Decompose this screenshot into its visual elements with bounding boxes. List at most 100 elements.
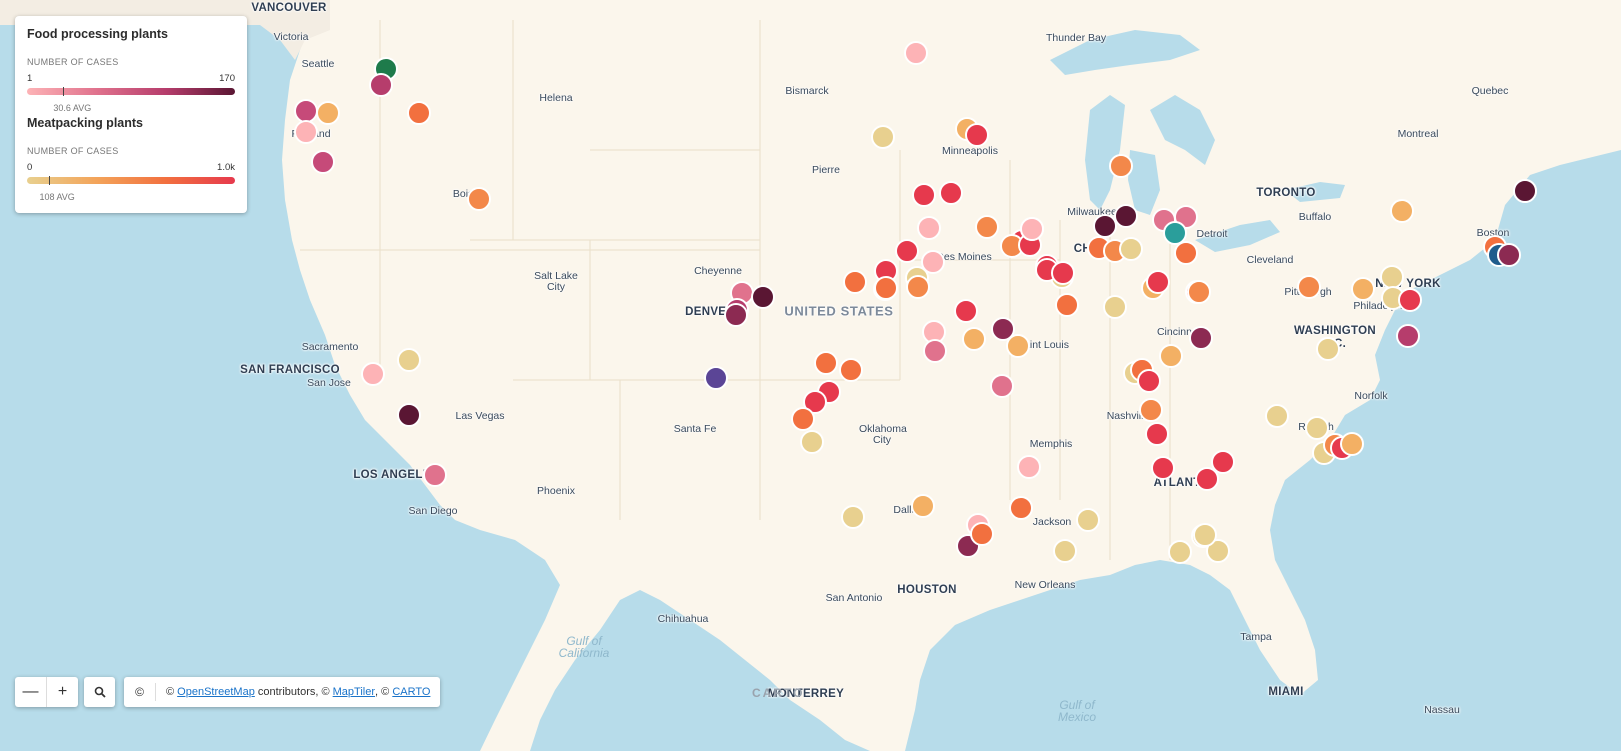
plant-marker-milford-de[interactable]: [1305, 416, 1329, 440]
openstreetmap-link[interactable]: OpenStreetMap: [177, 686, 255, 698]
plant-marker-fresno-ca[interactable]: [397, 403, 421, 427]
plant-marker-portland-or-food[interactable]: [294, 120, 318, 144]
plant-marker-detroit-mi[interactable]: [1174, 241, 1198, 265]
plant-marker-council-bluffs[interactable]: [921, 250, 945, 274]
plant-marker-crete-ne[interactable]: [906, 275, 930, 299]
plant-marker-storm-lake-ia[interactable]: [975, 215, 999, 239]
plant-marker-athens-ga[interactable]: [1017, 455, 1041, 479]
plant-marker-green-bay-wi[interactable]: [1093, 214, 1117, 238]
plant-marker-camilla-ga[interactable]: [911, 494, 935, 518]
plant-marker-natchitoches-la[interactable]: [1316, 337, 1340, 361]
plant-marker-joslin-il[interactable]: [1020, 217, 1044, 241]
plant-marker-albany-ga[interactable]: [1193, 523, 1217, 547]
plant-marker-denver-co-2[interactable]: [724, 303, 748, 327]
plant-marker-sacramento-ca[interactable]: [397, 348, 421, 372]
plant-marker-marshall-mo[interactable]: [962, 327, 986, 351]
plant-marker-grand-forks-nd[interactable]: [904, 41, 928, 65]
maptiler-link[interactable]: MapTiler: [332, 686, 376, 698]
zoom-in-button[interactable]: +: [57, 683, 68, 700]
plant-marker-dakota-city-ne[interactable]: [895, 239, 919, 263]
plant-marker-worthington-mn[interactable]: [871, 125, 895, 149]
plant-marker-new-bedford-ma[interactable]: [1513, 179, 1537, 203]
plant-marker-salem-or[interactable]: [311, 150, 335, 174]
plant-marker-yakima-wa[interactable]: [369, 73, 393, 97]
plant-marker-peoria-il[interactable]: [1103, 295, 1127, 319]
plant-marker-nashville-tn[interactable]: [1151, 456, 1175, 480]
plant-marker-guthrie-ky[interactable]: [1145, 422, 1169, 446]
plant-marker-vienna-ga[interactable]: [841, 505, 865, 529]
city-label-santa-fe: Santa Fe: [673, 423, 717, 435]
plant-marker-guymon-ok[interactable]: [803, 390, 827, 414]
plant-marker-st-louis-mo[interactable]: [1006, 334, 1030, 358]
plant-marker-rantoul-il[interactable]: [1109, 154, 1133, 178]
plant-marker-lexington-ne[interactable]: [874, 276, 898, 300]
plant-marker-zeeland-mi[interactable]: [1163, 221, 1187, 245]
plant-marker-chelsea-ma[interactable]: [1497, 243, 1521, 267]
plant-marker-tar-heel-nc[interactable]: [1390, 199, 1414, 223]
plant-marker-forest-ms[interactable]: [1168, 540, 1192, 564]
plant-marker-hillsboro-or[interactable]: [294, 99, 318, 123]
carto-link[interactable]: CARTO: [392, 686, 431, 698]
plant-marker-sioux-city-ia[interactable]: [917, 216, 941, 240]
plant-marker-nacogdoches-tx[interactable]: [970, 522, 994, 546]
plant-marker-logansport-in[interactable]: [1146, 270, 1170, 294]
plant-marker-owensboro-ky[interactable]: [1137, 369, 1161, 393]
plant-marker-milwaukee-wi[interactable]: [1114, 204, 1138, 228]
plant-marker-souderton-pa[interactable]: [1398, 288, 1422, 312]
plant-marker-worthington-mn-2[interactable]: [939, 181, 963, 205]
plant-marker-alamosa-co[interactable]: [704, 366, 728, 390]
plant-marker-pittsburgh-pa[interactable]: [1351, 277, 1375, 301]
legend-title-food: Food processing plants: [27, 27, 168, 41]
plant-marker-anderson-sc[interactable]: [1076, 508, 1100, 532]
plant-marker-columbus-oh[interactable]: [1189, 326, 1213, 350]
plant-marker-stockton-ca[interactable]: [361, 362, 385, 386]
plant-marker-amarillo-tx[interactable]: [800, 430, 824, 454]
plant-marker-springdale-ar[interactable]: [990, 374, 1014, 398]
city-label-atlanta: ATLANTA: [1153, 477, 1209, 489]
info-button[interactable]: ©: [135, 685, 144, 699]
legend-title-meat: Meatpacking plants: [27, 116, 143, 130]
zoom-out-button[interactable]: —: [22, 683, 39, 700]
plant-marker-gainesville-ga[interactable]: [1211, 450, 1235, 474]
plant-marker-philadelphia-pa[interactable]: [1396, 324, 1420, 348]
water-label-gulf-of-california: Gulf of California: [558, 634, 610, 660]
plant-marker-indianapolis-in[interactable]: [1187, 280, 1211, 304]
plant-marker-tupelo-ms[interactable]: [1053, 539, 1077, 563]
plant-marker-holcomb-ks[interactable]: [923, 339, 947, 363]
plant-marker-garden-city-ks[interactable]: [839, 358, 863, 382]
plant-marker-philadelphia-pa-2[interactable]: [1265, 404, 1289, 428]
plant-marker-boise-id[interactable]: [467, 187, 491, 211]
plant-marker-cincinnati-oh[interactable]: [1159, 344, 1183, 368]
plant-marker-vernon-ca[interactable]: [423, 463, 447, 487]
attribution-prefix: ©: [166, 686, 175, 698]
plant-marker-bowling-green-ky[interactable]: [1139, 398, 1163, 422]
plant-marker-cactus-tx[interactable]: [791, 407, 815, 431]
plant-marker-rochelle-il[interactable]: [1055, 293, 1079, 317]
city-label-buffalo: Buffalo: [1298, 211, 1332, 223]
city-label-cleveland: Cleveland: [1246, 254, 1294, 266]
plant-marker-harrisonburg-va[interactable]: [1380, 265, 1404, 289]
plant-marker-center-tx[interactable]: [1009, 496, 1033, 520]
plant-marker-portland-or[interactable]: [316, 101, 340, 125]
plant-marker-dothan-al[interactable]: [1206, 539, 1230, 563]
plant-marker-sioux-falls-sd[interactable]: [912, 183, 936, 207]
city-label-thunder-bay: Thunder Bay: [1046, 32, 1107, 44]
plant-marker-brush-co[interactable]: [751, 285, 775, 309]
plant-marker-waseca-mn[interactable]: [965, 123, 989, 147]
city-label-los-angeles: LOS ANGELES: [353, 469, 439, 481]
plant-marker-dodge-city-ks[interactable]: [814, 351, 838, 375]
plant-marker-pasco-wa[interactable]: [407, 101, 431, 125]
plant-marker-grand-island-ne[interactable]: [843, 270, 867, 294]
plant-marker-chicago-il-2[interactable]: [1119, 237, 1143, 261]
city-label-phoenix: Phoenix: [537, 485, 575, 497]
city-label-san-diego: San Diego: [408, 505, 458, 517]
plant-marker-lumber-bridge-nc[interactable]: [1340, 432, 1364, 456]
plant-marker-columbia-mo[interactable]: [991, 317, 1015, 341]
plant-marker-shelbyville-tn[interactable]: [1195, 467, 1219, 491]
plant-marker-emporia-ks[interactable]: [954, 299, 978, 323]
plant-marker-lufkin-tx[interactable]: [1297, 275, 1321, 299]
legend-food-avg: 30.6 AVG: [53, 103, 92, 113]
plant-marker-monmouth-il[interactable]: [1051, 261, 1075, 285]
search-button[interactable]: [84, 677, 115, 707]
